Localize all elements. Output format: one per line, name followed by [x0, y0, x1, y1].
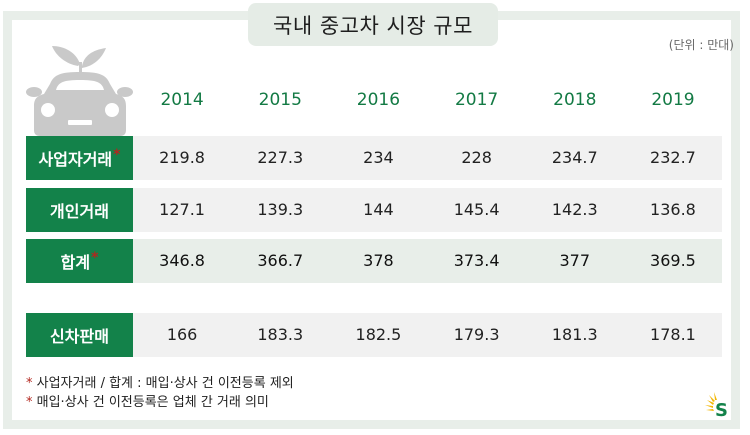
table-cell: 166: [166, 325, 198, 344]
year-header: 2016: [356, 90, 401, 110]
footnotes: * 사업자거래 / 합계 : 매입·상사 건 이전등록 제외 * 매입·상사 건…: [26, 374, 294, 412]
footnote-text: 사업자거래 / 합계 : 매입·상사 건 이전등록 제외: [36, 376, 294, 391]
table-cell: 234: [363, 148, 394, 167]
footnote-text: 매입·상사 건 이전등록은 업체 간 거래 의미: [36, 395, 269, 410]
year-header: 2017: [454, 90, 499, 110]
year-header: 2019: [651, 90, 695, 110]
row-label: 개인거래: [26, 188, 133, 232]
year-header: 2015: [258, 90, 302, 110]
asterisk-marker: *: [91, 250, 99, 266]
footnote: * 매입·상사 건 이전등록은 업체 간 거래 의미: [26, 393, 294, 412]
table-cell: 366.7: [257, 251, 304, 270]
row-label: 합계 *: [26, 239, 133, 283]
year-header: 2018: [553, 90, 597, 110]
asterisk-marker: *: [26, 395, 33, 410]
asterisk-marker: *: [26, 376, 33, 391]
row-label-text: 사업자거래: [38, 150, 113, 169]
table-cell: 373.4: [453, 251, 500, 270]
table-cell: 219.8: [159, 148, 205, 167]
table-cell: 369.5: [650, 251, 696, 270]
table-cell: 144: [363, 200, 394, 219]
table-cell: 178.1: [650, 325, 696, 344]
table-cell: 181.3: [551, 325, 598, 344]
title-text: 국내 중고차 시장 규모: [273, 13, 473, 38]
table-cell: 377: [559, 251, 591, 270]
row-label-text: 신차판매: [50, 327, 109, 346]
unit-label: (단위 : 만대): [668, 38, 734, 52]
table-cell: 145.4: [453, 200, 500, 219]
row-label: 신차판매: [26, 313, 133, 357]
table-row-new-car-sales: 신차판매 166 183.3 182.5 179.3 181.3 178.1: [26, 313, 722, 357]
table-cell: 142.3: [551, 200, 598, 219]
footnote: * 사업자거래 / 합계 : 매입·상사 건 이전등록 제외: [26, 374, 294, 393]
table-row-total: 합계 * 346.8 366.7 378 373.4 377 369.5: [26, 239, 722, 283]
table-cell: 182.5: [355, 325, 402, 344]
table-cell: 127.1: [159, 200, 205, 219]
table-row-business: 사업자거래 * 219.8 227.3 234 228 234.7 232.7: [26, 136, 722, 180]
table-cell: 378: [363, 251, 394, 270]
table-cell: 228: [461, 148, 492, 167]
year-header: 2014: [160, 90, 204, 110]
table-row-individual: 개인거래 127.1 139.3 144 145.4 142.3 136.8: [26, 188, 722, 232]
page-title: 국내 중고차 시장 규모: [248, 3, 498, 46]
svg-text:S: S: [715, 400, 728, 418]
row-label-text: 개인거래: [50, 202, 109, 221]
eco-car-icon: [26, 46, 133, 136]
table-cell: 139.3: [257, 200, 304, 219]
table-cell: 227.3: [257, 148, 304, 167]
row-label: 사업자거래 *: [26, 136, 133, 180]
brand-logo-icon: S: [705, 392, 728, 418]
table-cell: 234.7: [551, 148, 598, 167]
table-cell: 346.8: [159, 251, 205, 270]
table-cell: 179.3: [453, 325, 500, 344]
year-header-row: 2014 2015 2016 2017 2018 2019: [133, 90, 722, 114]
table-cell: 232.7: [650, 148, 696, 167]
table-cell: 183.3: [257, 325, 304, 344]
row-label-text: 합계: [60, 253, 91, 272]
asterisk-marker: *: [113, 147, 121, 163]
table-cell: 136.8: [650, 200, 696, 219]
